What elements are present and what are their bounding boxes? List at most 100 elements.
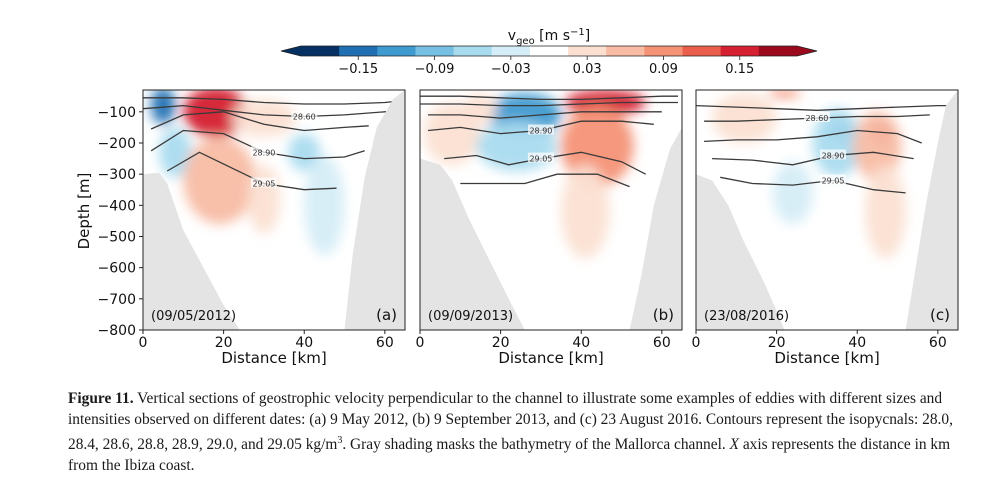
panels: 28.60 28.90 29.05 0 20 40 60 Distance [km] −100 −… (98, 89, 959, 367)
isopycnal-label: 29.05 (822, 176, 845, 185)
velocity-cell (183, 136, 256, 225)
caption-text-2: . Gray shading masks the bathymetry of t… (342, 436, 730, 454)
date-label: (09/09/2013) (428, 309, 513, 324)
colorbar-bin (377, 46, 416, 56)
colorbar-tick-label: −0.03 (491, 62, 531, 77)
y-tick-label: −800 (98, 323, 136, 339)
colorbar-bin (758, 46, 798, 56)
panel-frame (419, 89, 683, 331)
x-tick-label: 20 (768, 335, 786, 351)
panel-frame (695, 89, 959, 331)
isopycnal-label-bg (820, 149, 847, 160)
colorbar-max-extension (797, 46, 817, 56)
colorbar-title-close: ] (585, 28, 590, 44)
colorbar-tick-label: 0.03 (573, 62, 602, 77)
colorbar-bin (529, 46, 569, 56)
panel-plot-area: 28.90 29.05 (420, 90, 682, 330)
colorbar-title-units: [m s (535, 28, 570, 44)
velocity-cell (772, 161, 813, 225)
date-label: (09/05/2012) (151, 309, 236, 324)
y-tick-label: −400 (98, 198, 136, 214)
isopycnal-line (143, 97, 402, 105)
panel-b: 28.90 29.05 0 20 40 60 Distance [km] (09/09/201… (416, 89, 683, 367)
y-tick-label: −300 (98, 167, 136, 183)
isopycnal-label: 29.05 (529, 155, 552, 164)
panel-label: (a) (376, 306, 397, 324)
isopycnal-line (460, 173, 630, 188)
velocity-field (151, 90, 345, 256)
isopycnal-label-bg (291, 110, 318, 121)
y-axis-label: Depth [m] (75, 173, 93, 250)
isopycnal-line (712, 151, 914, 166)
x-axis-label: Distance [km] (221, 349, 326, 367)
isopycnal-line (150, 111, 369, 132)
panel-label: (c) (930, 306, 950, 324)
isopycnal-label: 28.90 (822, 151, 845, 160)
panel-c: 28.60 28.90 29.05 0 20 40 60 Distance [km] (23/0… (692, 89, 959, 367)
colorbar-bin (491, 46, 531, 56)
colorbar-outline (280, 45, 818, 57)
x-tick-label: 20 (215, 335, 233, 351)
panel-label: (b) (653, 306, 674, 324)
panel-frame (142, 89, 406, 331)
isopycnal-label-bg (250, 146, 277, 157)
colorbar-tick-label: 0.15 (725, 62, 754, 77)
x-tick-label: 40 (295, 335, 313, 351)
colorbar-bin (682, 46, 722, 56)
velocity-cell (159, 127, 192, 178)
x-tick-label: 60 (376, 335, 394, 351)
caption-italic-x: X (729, 436, 739, 454)
colorbar-bin (339, 46, 378, 56)
colorbar-bin (644, 46, 684, 56)
isopycnal-line (704, 129, 922, 144)
isopycnal-label: 28.90 (252, 148, 275, 157)
x-tick-label: 60 (653, 335, 671, 351)
velocity-cell (865, 164, 906, 259)
colorbar-title: vgeo [m s−1] (508, 27, 590, 47)
colorbar-tick-label: −0.09 (415, 62, 455, 77)
panel-a: 28.60 28.90 29.05 0 20 40 60 Distance [km] −100 −… (98, 89, 406, 367)
y-tick-label: −600 (98, 261, 136, 277)
figure-caption: Figure 11. Vertical sections of geostrop… (68, 388, 968, 476)
y-tick-label: −700 (98, 292, 136, 308)
isopycnal-line (696, 104, 954, 111)
panel-plot-area: 28.60 28.90 29.05 (696, 90, 958, 330)
x-tick-label: 60 (929, 335, 947, 351)
velocity-cell (853, 111, 902, 181)
colorbar-bin (415, 46, 455, 56)
x-tick-label: 20 (492, 335, 510, 351)
bathymetry-right (344, 90, 405, 330)
x-tick-label: 0 (139, 335, 148, 351)
caption-figure-label: Figure 11. (68, 390, 134, 407)
isopycnal-line (143, 104, 402, 118)
isopycnal-label-bg (820, 174, 847, 185)
y-tick-label: −200 (98, 136, 136, 152)
colorbar-tick-label: −0.15 (338, 62, 378, 77)
colorbar-bin (301, 46, 340, 56)
velocity-cell (768, 90, 801, 98)
bathymetry (696, 90, 958, 330)
colorbar-bin (720, 46, 760, 56)
isopycnal-label: 28.90 (529, 127, 552, 136)
isopycnal-line (428, 111, 662, 119)
isopycnal-line (420, 95, 678, 101)
x-tick-label: 40 (572, 335, 590, 351)
isopycnal-label-bg (803, 112, 830, 123)
velocity-cell (712, 93, 777, 143)
x-axis-label: Distance [km] (774, 349, 879, 367)
velocity-cell (288, 133, 321, 172)
caption-text-1: Vertical sections of geostrophic velocit… (68, 390, 953, 454)
colorbar-bin (568, 46, 607, 56)
isopycnal-line (166, 151, 337, 191)
x-tick-label: 40 (848, 335, 866, 351)
bathymetry-left (420, 158, 525, 330)
isopycnal-label: 29.05 (252, 180, 275, 189)
caption-text-3: axis represents the distance in km from … (68, 436, 951, 475)
isopycnal-label: 28.60 (805, 114, 828, 123)
date-label: (23/08/2016) (704, 309, 789, 324)
isopycnal-label-bg (527, 152, 554, 163)
colorbar-title-sub: geo (516, 36, 535, 47)
x-axis-label: Distance [km] (498, 349, 603, 367)
colorbar-tick-label: 0.09 (649, 62, 678, 77)
